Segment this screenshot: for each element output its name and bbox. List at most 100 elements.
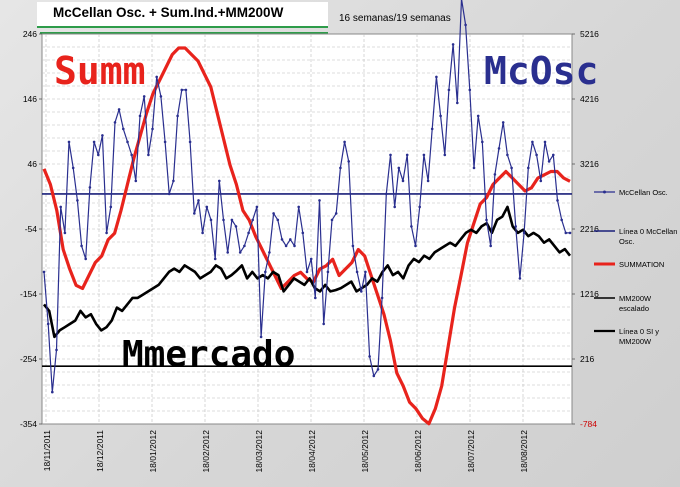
mcclellan-line-point	[80, 244, 83, 248]
legend-label: MM200W	[619, 294, 652, 303]
x-tick-label: 18/04/2012	[307, 430, 317, 473]
mcclellan-line-point	[297, 205, 301, 209]
legend-label: Osc.	[619, 237, 634, 246]
mcclellan-line-point	[67, 140, 71, 144]
mcclellan-line-point	[439, 114, 442, 118]
mcclellan-line-point	[355, 270, 359, 274]
mcclellan-line-point	[159, 95, 163, 98]
y-right-tick-label: 3216	[580, 159, 599, 169]
mcclellan-line-point	[284, 244, 288, 248]
mcclellan-line-point	[472, 166, 476, 170]
mcclellan-line-point	[405, 153, 409, 157]
mcclellan-line-point	[109, 205, 113, 209]
y-left-tick-label: 146	[23, 94, 37, 104]
mcclellan-line-point	[155, 75, 158, 79]
mcclellan-line-point	[105, 231, 108, 235]
mmercado-annotation: Mmercado	[122, 334, 295, 375]
mcclellan-line-point	[535, 153, 538, 157]
mcclellan-line-point	[197, 199, 200, 202]
mcclellan-line-point	[401, 179, 405, 183]
mcclellan-line-point	[385, 192, 388, 196]
mcclellan-line-point	[193, 212, 196, 215]
chart-title: McCellan Osc. + Sum.Ind.+MM200W	[53, 5, 284, 20]
mcclellan-line-point	[539, 179, 543, 183]
mcclellan-line-point	[138, 114, 142, 118]
chart-subtitle: 16 semanas/19 semanas	[339, 13, 451, 24]
mcclellan-line-point	[347, 160, 351, 163]
mcclellan-line-point	[63, 231, 67, 235]
mcclellan-line-point	[309, 257, 313, 261]
mcclellan-line-point	[51, 390, 54, 394]
mcclellan-line-point	[134, 179, 138, 183]
mcclellan-line-point	[376, 368, 380, 371]
x-tick-label: 18/03/2012	[254, 430, 264, 473]
x-tick-label: 18/02/2012	[201, 430, 211, 473]
mcclellan-line-point	[547, 160, 551, 163]
mcclellan-line-point	[339, 166, 342, 170]
mcclellan-line-point	[560, 218, 563, 222]
y-left-tick-label: -354	[20, 419, 37, 429]
mcclellan-line-point	[289, 238, 292, 241]
mcclellan-line-point	[305, 270, 309, 274]
legend-label: Línea 0 SI y	[619, 327, 659, 336]
mcclellan-line-point	[230, 218, 234, 222]
mcclellan-line-point	[163, 140, 167, 144]
legend-label: escalado	[619, 304, 649, 313]
mcclellan-line-point	[456, 101, 459, 105]
mcclellan-line-point	[393, 205, 397, 209]
mcclellan-line-point	[172, 179, 175, 183]
mcclellan-line-point	[142, 95, 146, 98]
mcclellan-line-point	[272, 212, 275, 215]
mcclellan-line-point	[497, 147, 501, 150]
mcclellan-line-point	[422, 153, 426, 157]
mcclellan-line-point	[514, 225, 517, 228]
mcclellan-line-point	[568, 231, 572, 235]
mcclellan-line-point	[330, 218, 334, 222]
x-tick-label: 18/08/2012	[519, 430, 529, 473]
mcclellan-line-point	[343, 140, 346, 144]
mcclellan-line-point	[188, 140, 192, 144]
mcclellan-line-point	[147, 153, 150, 157]
mcclellan-line-point	[117, 108, 121, 111]
mcclellan-line-point	[443, 153, 447, 157]
mcclellan-line-point	[485, 218, 488, 222]
mcclellan-line-point	[380, 296, 384, 300]
mcclellan-line-point	[334, 212, 338, 215]
mm200w-line	[42, 205, 572, 339]
mcclellan-line-point	[418, 205, 422, 209]
x-tick-label: 18/12/2011	[95, 430, 105, 472]
mcclellan-line-point	[222, 218, 225, 222]
mcclellan-line-point	[226, 251, 229, 254]
mcclellan-line-point	[447, 88, 451, 92]
mcclellan-line-point	[243, 244, 246, 248]
mcclellan-line-point	[255, 205, 259, 209]
legend-label: McCellan Osc.	[619, 188, 668, 197]
y-right-tick-label: -784	[580, 419, 597, 429]
legend-item: McCellan Osc.	[594, 188, 668, 197]
mcclellan-line-point	[180, 88, 184, 92]
title-underline	[40, 32, 328, 34]
mcclellan-line-point	[88, 186, 92, 189]
mcclellan-line-point	[46, 322, 50, 326]
annotations: Summ McOsc Mmercado	[54, 49, 598, 375]
mcclellan-line-point	[372, 374, 376, 378]
legend-swatch-marker	[603, 190, 606, 194]
mcclellan-line-point	[351, 244, 355, 248]
y-right-tick-label: 216	[580, 354, 594, 364]
mcclellan-line-point	[522, 231, 526, 235]
mcclellan-line-point	[42, 270, 46, 274]
y-right-tick-label: 5216	[580, 29, 599, 39]
mcclellan-line-point	[518, 277, 522, 280]
mcclellan-line-point	[493, 173, 497, 176]
mcclellan-line-point	[76, 199, 79, 202]
mcclellan-line-point	[259, 335, 263, 339]
mcclellan-line-point	[55, 348, 58, 352]
mcclellan-line-point	[218, 179, 221, 183]
x-tick-label: 18/05/2012	[360, 430, 370, 473]
mcclellan-line-point	[247, 231, 250, 235]
mcclellan-line-point	[368, 355, 371, 358]
mcclellan-line-point	[209, 218, 213, 222]
mcclellan-line-point	[322, 322, 326, 326]
